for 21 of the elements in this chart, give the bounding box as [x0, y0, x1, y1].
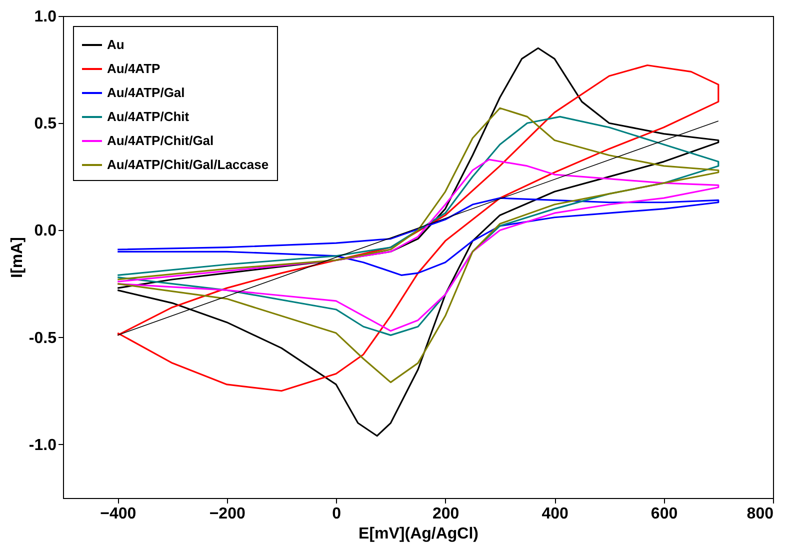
x-tick-label: 800	[746, 506, 774, 522]
x-axis-title: E[mV](Ag/AgCl)	[358, 526, 478, 542]
x-tick-label: 400	[542, 506, 568, 522]
legend-label: Au/4ATP/Gal	[107, 85, 185, 100]
legend-label: Au/4ATP/Chit	[107, 109, 190, 124]
x-tick-label: 0	[332, 506, 342, 522]
x-tick-label: −200	[209, 506, 246, 522]
y-tick-label: -0.5	[28, 330, 57, 347]
y-axis-title: I[mA]	[8, 237, 26, 278]
y-tick-label: 0.0	[34, 222, 57, 240]
legend-label: Au/4ATP	[107, 61, 161, 76]
x-tick-label: −400	[100, 506, 136, 522]
y-tick-label: 1.0	[34, 8, 57, 26]
y-tick-label: 0.5	[34, 116, 57, 133]
x-tick-label: 600	[650, 506, 678, 522]
line-series	[116, 197, 720, 276]
x-tick-label: 200	[432, 506, 460, 522]
legend-label: Au	[107, 37, 124, 52]
legend-label: Au/4ATP/Chit/Gal	[107, 133, 214, 148]
legend-label: Au/4ATP/Chit/Gal/Laccase	[107, 157, 269, 172]
y-tick-label: -1.0	[28, 436, 57, 454]
